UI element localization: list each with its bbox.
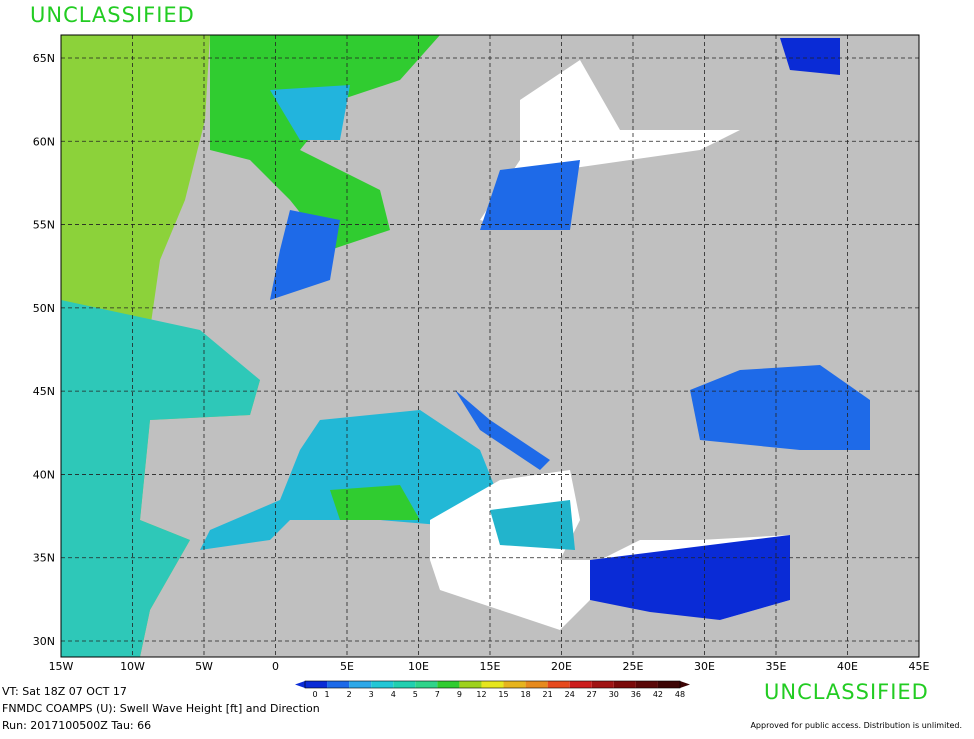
colorbar-swatch bbox=[371, 681, 394, 688]
run-info: Run: 2017100500Z Tau: 66 bbox=[2, 719, 151, 732]
colorbar-label: 48 bbox=[675, 690, 685, 699]
lon-label: 15W bbox=[49, 660, 74, 673]
lat-label: 65N bbox=[33, 52, 55, 65]
lat-label: 35N bbox=[33, 552, 55, 565]
lat-label: 55N bbox=[33, 219, 55, 232]
lon-label: 10E bbox=[408, 660, 429, 673]
colorbar-label: 15 bbox=[498, 690, 508, 699]
black-sea bbox=[690, 365, 870, 450]
colorbar-swatch bbox=[459, 681, 482, 688]
norway-coast bbox=[270, 85, 350, 140]
colorbar-swatch bbox=[327, 681, 350, 688]
colorbar-swatch bbox=[591, 681, 614, 688]
lon-label: 40E bbox=[837, 660, 858, 673]
levant bbox=[590, 535, 790, 620]
colorbar-swatch bbox=[657, 681, 680, 688]
adriatic bbox=[455, 390, 550, 470]
lon-label: 5W bbox=[195, 660, 213, 673]
colorbar-swatch bbox=[305, 681, 328, 688]
map-frame bbox=[60, 34, 920, 658]
white-sea bbox=[780, 38, 840, 75]
lat-label: 60N bbox=[33, 135, 55, 148]
atlantic-south bbox=[61, 300, 260, 657]
colorbar-label: 42 bbox=[653, 690, 663, 699]
lon-label: 35E bbox=[766, 660, 787, 673]
colorbar-swatch bbox=[415, 681, 438, 688]
lon-label: 45E bbox=[909, 660, 930, 673]
north-sea-south bbox=[270, 210, 340, 300]
disclaimer: Approved for public access. Distribution… bbox=[750, 721, 962, 730]
colorbar-label: 36 bbox=[631, 690, 641, 699]
model-description: FNMDC COAMPS (U): Swell Wave Height [ft]… bbox=[2, 702, 320, 715]
colorbar-label: 9 bbox=[457, 690, 462, 699]
colorbar-swatch bbox=[349, 681, 372, 688]
colorbar-tip-left bbox=[295, 681, 305, 688]
colorbar-label: 2 bbox=[347, 690, 352, 699]
colorbar-label: 7 bbox=[435, 690, 440, 699]
colorbar-label: 24 bbox=[565, 690, 575, 699]
colorbar-label: 12 bbox=[476, 690, 486, 699]
classification-bottom: UNCLASSIFIED bbox=[764, 680, 929, 704]
colorbar-swatch bbox=[503, 681, 526, 688]
colorbar-label: 21 bbox=[543, 690, 553, 699]
colorbar-label: 5 bbox=[413, 690, 418, 699]
colorbar-tip-right bbox=[680, 681, 690, 688]
colorbar-swatch bbox=[569, 681, 592, 688]
colorbar-swatch bbox=[525, 681, 548, 688]
lon-label: 30E bbox=[694, 660, 715, 673]
colorbar-label: 0 bbox=[312, 690, 317, 699]
colorbar-label: 3 bbox=[369, 690, 374, 699]
lat-label: 50N bbox=[33, 302, 55, 315]
colorbar-swatch bbox=[635, 681, 658, 688]
lon-label: 15E bbox=[480, 660, 501, 673]
colorbar-label: 18 bbox=[520, 690, 530, 699]
west-med bbox=[200, 410, 500, 550]
north-sea-swell bbox=[210, 35, 440, 250]
ionian bbox=[490, 500, 575, 550]
colorbar-frame bbox=[304, 680, 681, 689]
lat-label: 40N bbox=[33, 468, 55, 481]
west-med-green bbox=[330, 485, 420, 520]
colorbar-label: 30 bbox=[609, 690, 619, 699]
lon-label: 25E bbox=[623, 660, 644, 673]
colorbar-swatch bbox=[393, 681, 416, 688]
lon-label: 10W bbox=[120, 660, 145, 673]
colorbar-swatch bbox=[437, 681, 460, 688]
lon-label: 20E bbox=[551, 660, 572, 673]
colorbar-swatch bbox=[481, 681, 504, 688]
colorbar: 0 1 2 3 4 5 7 9 12 15 18 21 24 27 30 36 42 48 bbox=[295, 680, 690, 699]
graticule: 15W 10W 5W 0 5E 10E 15E 20E 25E 30E 35E 40E 45E 65N 60… bbox=[33, 35, 930, 673]
colorbar-label: 4 bbox=[391, 690, 396, 699]
baltic-south bbox=[480, 160, 580, 230]
lat-label: 45N bbox=[33, 385, 55, 398]
valid-time: VT: Sat 18Z 07 OCT 17 bbox=[2, 685, 127, 698]
lat-label: 30N bbox=[33, 635, 55, 648]
colorbar-label: 27 bbox=[587, 690, 597, 699]
lon-label: 5E bbox=[340, 660, 354, 673]
lon-label: 0 bbox=[272, 660, 279, 673]
classification-top: UNCLASSIFIED bbox=[30, 3, 195, 27]
colorbar-label: 1 bbox=[325, 690, 330, 699]
colorbar-swatch bbox=[613, 681, 636, 688]
colorbar-swatch bbox=[547, 681, 570, 688]
